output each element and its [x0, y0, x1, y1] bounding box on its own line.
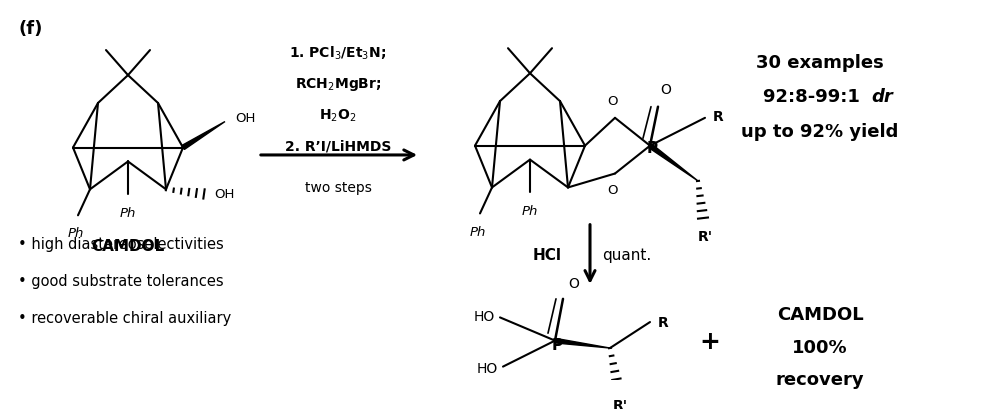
Text: recovery: recovery: [776, 371, 864, 389]
Text: O: O: [608, 183, 618, 196]
Text: OH: OH: [235, 112, 255, 125]
Text: up to 92% yield: up to 92% yield: [741, 122, 899, 140]
Text: (f): (f): [18, 20, 42, 38]
Text: quant.: quant.: [602, 247, 651, 262]
Text: 30 examples: 30 examples: [756, 54, 884, 72]
Text: O: O: [608, 94, 618, 108]
Text: • high diastereoselectivities: • high diastereoselectivities: [18, 236, 224, 251]
Text: HCl: HCl: [533, 247, 562, 262]
Text: dr: dr: [871, 88, 893, 106]
Text: O: O: [568, 276, 579, 290]
Text: Ph: Ph: [68, 227, 84, 240]
Text: P: P: [551, 337, 563, 352]
Text: HO: HO: [474, 309, 495, 323]
Text: 100%: 100%: [792, 338, 848, 356]
Text: H$_2$O$_2$: H$_2$O$_2$: [319, 108, 357, 124]
Text: P: P: [646, 141, 658, 156]
Text: R: R: [658, 315, 669, 329]
Text: O: O: [660, 82, 671, 96]
Text: two steps: two steps: [305, 181, 371, 195]
Polygon shape: [182, 122, 225, 150]
Text: • recoverable chiral auxiliary: • recoverable chiral auxiliary: [18, 310, 231, 325]
Text: RCH$_2$MgBr;: RCH$_2$MgBr;: [295, 76, 381, 93]
Text: HO: HO: [477, 362, 498, 375]
Text: Ph: Ph: [470, 225, 486, 238]
Text: R: R: [713, 110, 724, 124]
Text: OH: OH: [214, 188, 234, 201]
Text: Ph: Ph: [120, 207, 136, 220]
Text: • good substrate tolerances: • good substrate tolerances: [18, 273, 224, 288]
Text: R': R': [697, 230, 713, 244]
Text: CAMDOL: CAMDOL: [91, 239, 165, 254]
Text: Ph: Ph: [522, 204, 538, 218]
Text: +: +: [700, 329, 720, 353]
Text: 1. PCl$_3$/Et$_3$N;: 1. PCl$_3$/Et$_3$N;: [289, 45, 387, 62]
Polygon shape: [555, 339, 610, 348]
Polygon shape: [648, 144, 698, 182]
Text: CAMDOL: CAMDOL: [777, 306, 863, 324]
Text: R': R': [612, 398, 628, 409]
Text: 92:8-99:1: 92:8-99:1: [763, 88, 867, 106]
Text: 2. R’I/LiHMDS: 2. R’I/LiHMDS: [285, 139, 391, 153]
